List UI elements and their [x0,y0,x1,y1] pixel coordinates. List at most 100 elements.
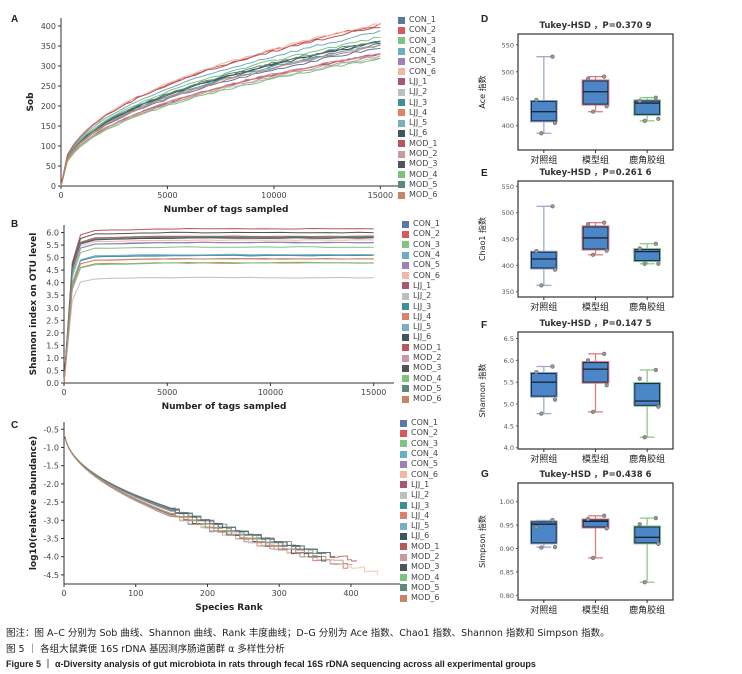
legend-item: MOD_1 [398,139,437,149]
legend-swatch [398,99,405,107]
legend-label: CON_2 [411,428,438,438]
legend-swatch [402,375,409,383]
legend-swatch [402,251,409,259]
legend-swatch [400,553,407,561]
data-point [585,76,591,81]
legend-swatch [398,16,405,24]
legend-item: LJJ_5 [402,322,441,332]
legend-swatch [398,88,405,96]
legend-swatch [398,47,405,55]
legend-label: MOD_5 [411,582,440,592]
legend-swatch [398,37,405,45]
series-line-ljj_6 [63,237,374,384]
data-point [539,131,544,136]
data-point [590,555,596,560]
series-line-mod_5 [64,435,331,554]
y-tick-label: 1.0 [46,354,59,363]
y-tick-label: 400 [41,22,56,31]
series-line-mod_4 [63,262,374,384]
legend-swatch [398,171,405,179]
y-tick-label: -4.5 [43,571,59,580]
box-outline [633,382,662,407]
series-line-mod_4 [60,57,381,187]
legend-label: CON_6 [413,270,440,280]
box-3 [634,382,661,406]
data-point [604,104,609,109]
data-point [642,435,647,440]
legend-label: LJJ_4 [413,311,432,321]
data-point [602,351,607,356]
figure-title-cn: 图 5 ｜ 各组大鼠粪便 16S rDNA 基因测序肠道菌群 α 多样性分析 [6,644,285,655]
data-point [602,513,607,518]
y-tick-label: 400 [502,122,514,130]
x-tick-label: 0 [61,388,66,397]
figure-title-en: Figure 5 ｜ α-Diversity analysis of gut m… [6,659,536,669]
legend-label: CON_5 [413,260,440,270]
legend-label: MOD_3 [413,363,442,373]
legend-swatch [398,160,405,168]
data-point [653,95,658,100]
legend-label: MOD_1 [411,541,440,551]
panel-label-b: B [11,219,19,230]
legend-item: MOD_6 [398,190,437,200]
legend-label: CON_1 [409,15,436,25]
box-3 [634,248,661,262]
data-point [534,370,539,375]
chart-title: Tukey-HSD ，P=0.147 5 [539,319,651,329]
legend-swatch [400,563,407,571]
y-tick-label: 500 [502,209,514,217]
data-point [585,358,591,363]
legend-label: CON_6 [409,66,436,76]
y-tick-label: 350 [502,288,514,296]
legend-item: MOD_6 [400,593,439,603]
data-point [539,411,544,416]
y-axis-title: Shannon 指数 [477,364,487,418]
y-tick-label: 0 [51,182,56,191]
x-tick-label: 0 [61,589,66,598]
legend-b: CON_1 CON_2 CON_3 CON_4 CON_5 CON_6 LJJ_1 LJJ_2… [402,219,441,404]
y-tick-label: 350 [41,42,56,51]
legend-label: LJJ_6 [411,531,430,541]
box-outline [529,250,558,270]
series-line-mod_3 [60,42,381,187]
legend-label: MOD_4 [413,373,442,383]
legend-swatch [398,119,405,127]
figure-note: 图注：图 A–C 分别为 Sob 曲线、Shannon 曲线、Rank 丰度曲线… [6,628,610,639]
legend-label: LJJ_4 [411,510,430,520]
data-point [590,109,596,114]
y-tick-label: 150 [41,122,56,131]
data-point [585,516,591,522]
legend-item: MOD_4 [400,572,439,582]
legend-label: LJJ_1 [409,76,428,86]
y-tick-label: 0.5 [46,366,59,375]
x-tick-label: 5000 [157,388,177,397]
legend-item: CON_2 [398,25,437,35]
series-line-con_6 [60,23,381,187]
series-line-con_3 [63,246,374,384]
legend-label: LJJ_5 [411,521,430,531]
y-tick-label: 0.0 [46,379,59,388]
x-tick-label: 对照组 [530,301,557,313]
legend-item: LJJ_2 [402,291,441,301]
box-outline [529,520,558,545]
y-axis-title: Chao1 指数 [477,217,487,261]
legend-swatch [400,502,407,510]
y-axis-title: Simpson 指数 [477,515,487,568]
series-line-con_3 [64,435,327,557]
legend-label: CON_3 [413,239,440,249]
legend-swatch [402,282,409,290]
x-tick-label: 对照组 [530,453,557,465]
legend-item: CON_4 [398,46,437,56]
legend-item: MOD_3 [402,363,441,373]
legend-label: LJJ_3 [409,97,428,107]
legend-swatch [402,272,409,280]
legend-label: LJJ_3 [411,500,430,510]
x-tick-label: 鹿角胶组 [629,154,665,166]
legend-item: LJJ_5 [400,521,439,531]
x-tick-label: 100 [128,589,143,598]
legend-item: MOD_6 [402,394,441,404]
box-3 [634,100,661,115]
y-tick-label: 0.95 [500,522,514,530]
x-tick-label: 模型组 [582,154,609,166]
y-tick-label: -3.5 [43,534,59,543]
